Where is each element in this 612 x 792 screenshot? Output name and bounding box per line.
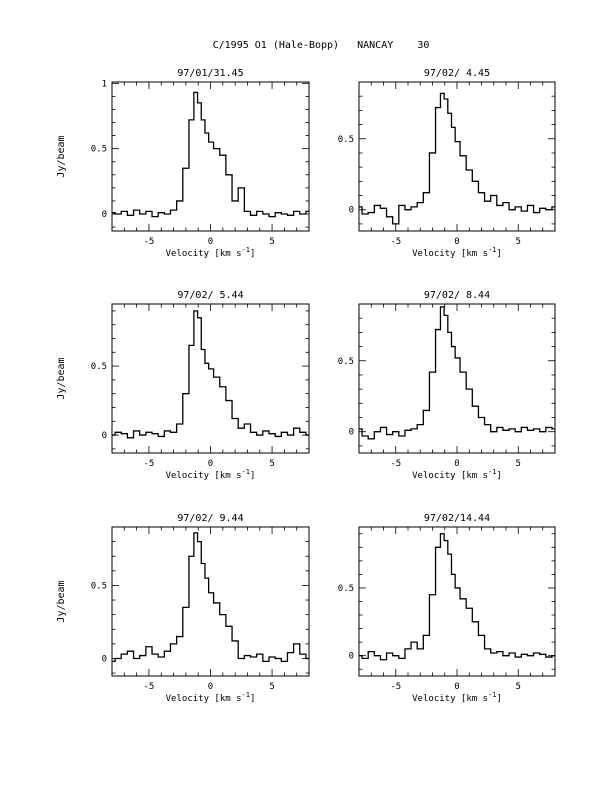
x-tick-label: 0 [208, 459, 213, 469]
x-tick-label: -5 [390, 682, 401, 692]
spectrum-panel: 97/02/14.44 -5 0 5 0 0.5 Velocity [km s-1] [338, 513, 556, 704]
panel-title: 97/02/ 4.45 [424, 68, 490, 79]
x-tick-label: -5 [390, 237, 401, 247]
x-axis-label-text: Velocity [km s [412, 471, 488, 481]
panel-title: 97/02/14.44 [424, 513, 490, 524]
figure-title: C/1995 O1 (Hale-Bopp) NANCAY 30 [213, 40, 430, 51]
spectrum-line [359, 306, 555, 440]
plot-frame [111, 303, 310, 454]
plot-frame [358, 526, 556, 677]
y-axis-label: Jy/beam [56, 135, 67, 177]
plot-frame [358, 303, 556, 454]
x-axis-label-superscript: -1 [242, 691, 250, 699]
spectrum-line [359, 92, 555, 225]
plot-frame [358, 81, 556, 232]
x-axis-label: Velocity [km s-1] [166, 691, 256, 704]
x-axis-label-close: ] [496, 471, 501, 481]
plot-frame [111, 526, 310, 677]
x-axis-label: Velocity [km s-1] [412, 691, 502, 704]
y-tick-label: 0 [102, 654, 107, 664]
x-tick-label: 0 [454, 237, 459, 247]
panel-title: 97/02/ 8.44 [424, 290, 490, 301]
x-axis-label-superscript: -1 [242, 246, 250, 254]
x-axis-label-close: ] [250, 694, 255, 704]
x-axis-label: Velocity [km s-1] [166, 468, 256, 481]
x-tick-label: -5 [144, 237, 155, 247]
x-axis-label-superscript: -1 [488, 468, 496, 476]
x-tick-label: -5 [390, 459, 401, 469]
y-tick-label: 0.5 [338, 357, 354, 367]
y-tick-label: 0.5 [91, 362, 107, 372]
x-axis-label-text: Velocity [km s [412, 249, 488, 259]
y-tick-label: 0.5 [338, 135, 354, 145]
y-tick-label: 0 [349, 206, 354, 216]
x-tick-label: 5 [269, 237, 274, 247]
y-tick-label: 0 [349, 652, 354, 662]
x-tick-label: 0 [208, 237, 213, 247]
x-tick-label: 5 [516, 459, 521, 469]
y-tick-label: 0 [102, 210, 107, 220]
x-axis-label-close: ] [496, 249, 501, 259]
spectrum-panel: 97/02/ 5.44 -5 0 5 0 0.5 Velocity [km s-1] Jy/b… [56, 290, 310, 481]
y-tick-label: 0.5 [91, 581, 107, 591]
y-tick-label: 0.5 [338, 584, 354, 594]
y-tick-label: 0 [349, 428, 354, 438]
x-axis-label-text: Velocity [km s [166, 694, 242, 704]
y-axis-label: Jy/beam [56, 580, 67, 622]
x-tick-label: 5 [269, 459, 274, 469]
panel-title: 97/01/31.45 [177, 68, 243, 79]
x-tick-label: -5 [144, 459, 155, 469]
x-axis-label-superscript: -1 [242, 468, 250, 476]
spectrum-panel: 97/02/ 9.44 -5 0 5 0 0.5 Velocity [km s-1] Jy/b… [56, 513, 310, 704]
x-axis-label-superscript: -1 [488, 246, 496, 254]
x-axis-label-text: Velocity [km s [412, 694, 488, 704]
spectrum-line [359, 533, 555, 661]
spectrum-panel: 97/01/31.45 -5 0 5 0 0.5 1 Velocity [km s-1] Jy/… [56, 68, 310, 259]
panel-title: 97/02/ 9.44 [177, 513, 243, 524]
x-axis-label-close: ] [250, 471, 255, 481]
x-tick-label: -5 [144, 682, 155, 692]
y-tick-label: 1 [102, 79, 107, 89]
x-tick-label: 0 [454, 682, 459, 692]
x-tick-label: 0 [208, 682, 213, 692]
x-tick-label: 0 [454, 459, 459, 469]
x-axis-label-text: Velocity [km s [166, 249, 242, 259]
x-axis-label-close: ] [496, 694, 501, 704]
x-axis-label-close: ] [250, 249, 255, 259]
x-axis-label: Velocity [km s-1] [412, 246, 502, 259]
x-tick-label: 5 [269, 682, 274, 692]
panel-title: 97/02/ 5.44 [177, 290, 243, 301]
x-axis-label-text: Velocity [km s [166, 471, 242, 481]
x-axis-label: Velocity [km s-1] [412, 468, 502, 481]
plot-frame [111, 81, 310, 232]
y-tick-label: 0.5 [91, 145, 107, 155]
x-axis-label-superscript: -1 [488, 691, 496, 699]
y-axis-label: Jy/beam [56, 357, 67, 399]
spectrum-line [112, 532, 309, 663]
spectrum-panel: 97/02/ 4.45 -5 0 5 0 0.5 Velocity [km s-1] [338, 68, 556, 259]
spectrum-line [112, 91, 309, 218]
spectrum-line [112, 310, 309, 439]
spectrum-panel: 97/02/ 8.44 -5 0 5 0 0.5 Velocity [km s-1] [338, 290, 556, 481]
x-tick-label: 5 [516, 682, 521, 692]
x-axis-label: Velocity [km s-1] [166, 246, 256, 259]
y-tick-label: 0 [102, 431, 107, 441]
x-tick-label: 5 [516, 237, 521, 247]
